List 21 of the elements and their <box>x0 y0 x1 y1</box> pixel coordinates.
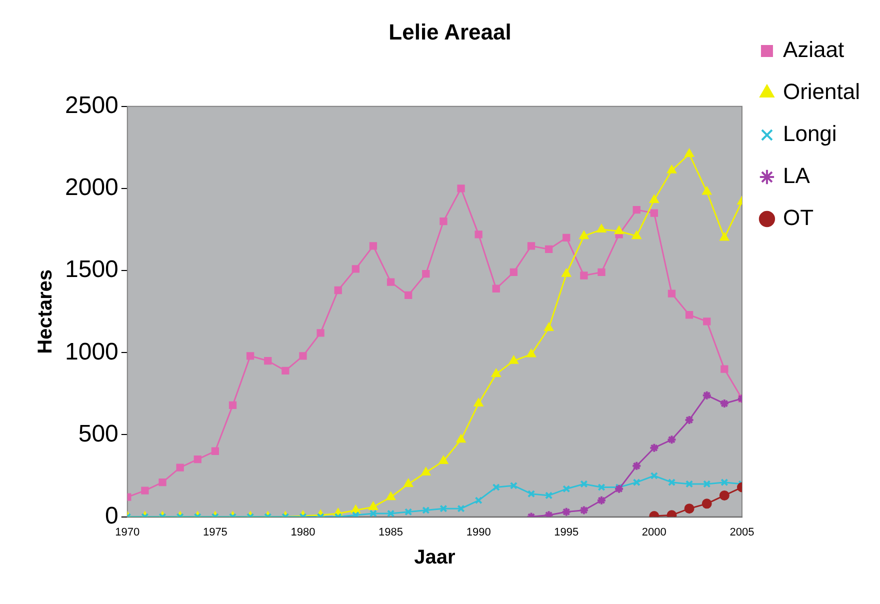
y-tick-label: 1500 <box>65 256 118 284</box>
x-tick-label: 1970 <box>115 526 140 538</box>
x-axis-title: Jaar <box>414 546 456 569</box>
y-tick-label: 500 <box>78 420 118 448</box>
x-tick-label: 1975 <box>202 526 228 538</box>
chart-title: Lelie Areaal <box>388 19 512 44</box>
legend-label: Aziaat <box>782 37 844 62</box>
y-axis-title: Hectares <box>34 269 57 354</box>
x-tick-label: 1980 <box>290 526 316 538</box>
legend-label: Oriental <box>782 79 860 104</box>
legend-label: Longi <box>782 121 837 146</box>
x-tick-label: 2005 <box>730 526 754 538</box>
x-tick-label: 1990 <box>466 526 491 538</box>
legend-label: LA <box>782 163 810 188</box>
x-tick-label: 2000 <box>642 526 666 538</box>
x-tick-label: 1985 <box>378 526 404 538</box>
x-tick-label: 1995 <box>554 526 579 538</box>
y-tick-label: 2500 <box>65 92 118 120</box>
y-tick-label: 2000 <box>65 174 118 202</box>
y-tick-label: 1000 <box>65 338 118 366</box>
legend-label: OT <box>782 205 814 230</box>
